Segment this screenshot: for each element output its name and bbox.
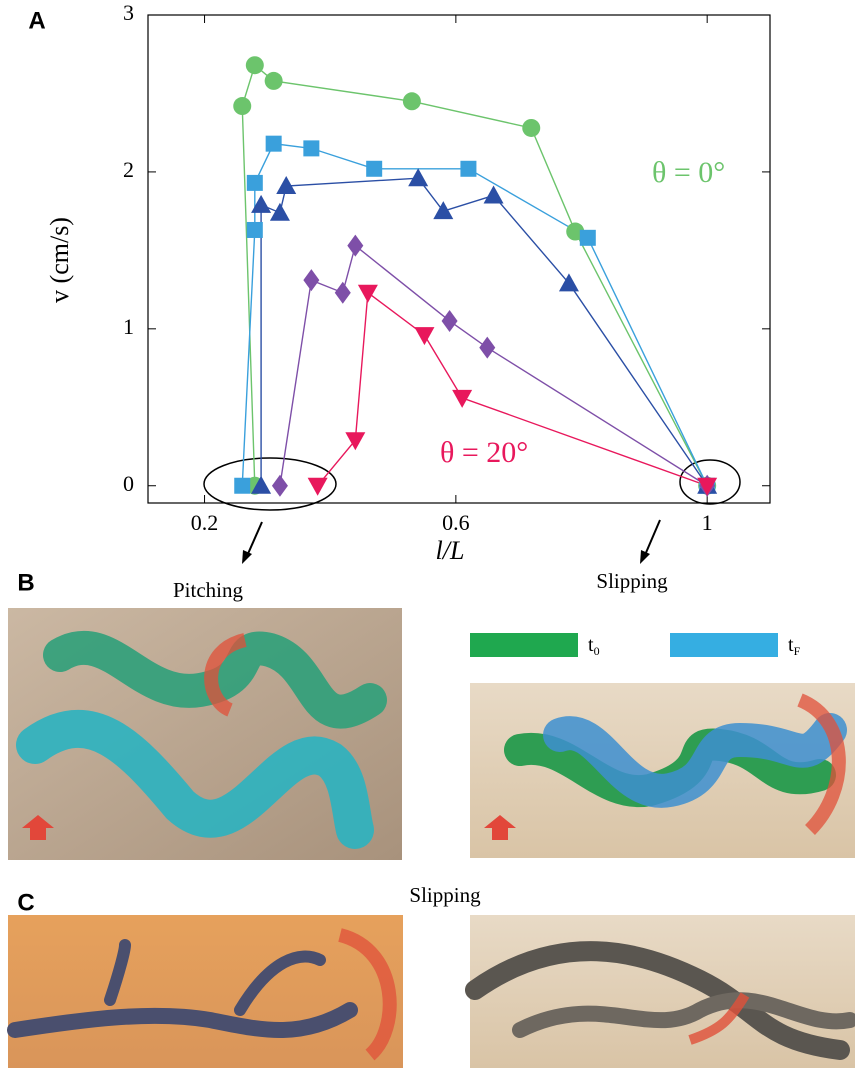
x-tick-label: 0.6 [442, 510, 470, 535]
caption: Slipping [409, 883, 481, 907]
marker [308, 478, 328, 496]
legend-label: t0 [588, 634, 600, 658]
page: A l/L v (cm/s) θ = 0° θ = 20° Pitching S… [0, 0, 855, 1068]
marker [303, 269, 319, 291]
marker [335, 282, 351, 304]
marker [433, 201, 453, 219]
marker [522, 119, 540, 137]
marker [233, 97, 251, 115]
x-tick-label: 0.2 [191, 510, 219, 535]
arrow-head [242, 550, 252, 564]
panel-label: C [17, 889, 34, 916]
callout-arrow [247, 522, 262, 556]
figure: A l/L v (cm/s) θ = 0° θ = 20° Pitching S… [0, 0, 855, 1068]
arrow-head [640, 550, 650, 564]
marker [270, 203, 290, 221]
marker [366, 161, 382, 177]
annotation: Pitching [173, 578, 244, 602]
x-axis-label: l/L [436, 536, 465, 565]
marker [452, 390, 472, 408]
marker [345, 432, 365, 450]
marker [414, 327, 434, 345]
marker [347, 235, 363, 257]
marker [403, 92, 421, 110]
y-tick-label: 2 [123, 157, 134, 182]
marker [460, 161, 476, 177]
legend-swatch [670, 633, 778, 657]
callout-arrow [645, 520, 660, 555]
y-tick-label: 3 [123, 0, 134, 25]
marker [358, 285, 378, 303]
marker [266, 136, 282, 152]
marker [247, 175, 263, 191]
annotation: θ = 20° [440, 436, 528, 469]
y-axis-label: v (cm/s) [45, 217, 74, 303]
annotation: θ = 0° [652, 156, 725, 189]
marker [580, 230, 596, 246]
panel-label: B [17, 569, 34, 596]
marker [234, 478, 250, 494]
y-tick-label: 1 [123, 314, 134, 339]
marker [246, 56, 264, 74]
annotation: Slipping [596, 569, 668, 593]
marker [251, 195, 271, 213]
series-line [242, 144, 707, 486]
panel-label: A [28, 7, 45, 34]
marker [303, 140, 319, 156]
marker [265, 72, 283, 90]
y-tick-label: 0 [123, 471, 134, 496]
plot-frame [148, 15, 770, 503]
marker [442, 310, 458, 332]
marker [408, 168, 428, 186]
legend-label: tF [788, 634, 801, 658]
legend-swatch [470, 633, 578, 657]
marker [479, 337, 495, 359]
marker [272, 475, 288, 497]
x-tick-label: 1 [702, 510, 713, 535]
marker [247, 222, 263, 238]
